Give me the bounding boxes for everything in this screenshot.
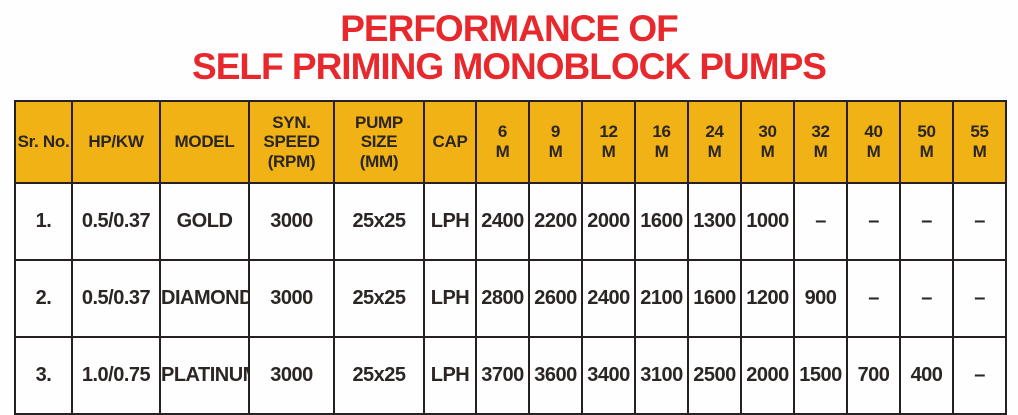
column-header: 24 M: [687, 100, 742, 184]
table-cell: 1500: [793, 336, 848, 415]
column-header: 30 M: [740, 100, 795, 184]
table-cell: 2.: [14, 259, 73, 338]
table-cell: –: [846, 259, 901, 338]
title-line-2: SELF PRIMING MONOBLOCK PUMPS: [192, 46, 827, 88]
table-cell: 3600: [528, 336, 583, 415]
table-cell: 25x25: [333, 259, 425, 338]
table-row: 1. 0.5/0.37 GOLD 3000 25x25 LPH 2400 2200 2000 16…: [14, 182, 1007, 261]
table-cell: 3400: [581, 336, 636, 415]
column-header: 12 M: [581, 100, 636, 184]
column-header: HP/KW: [71, 100, 161, 184]
table-cell: 25x25: [333, 182, 425, 261]
table-cell: 1000: [740, 182, 795, 261]
page-title: PERFORMANCE OF SELF PRIMING MONOBLOCK PU…: [0, 8, 1018, 88]
table-cell: 2200: [528, 182, 583, 261]
table-cell: 2800: [475, 259, 530, 338]
table-cell: –: [952, 259, 1007, 338]
table-cell: 2500: [687, 336, 742, 415]
table-cell: 25x25: [333, 336, 425, 415]
table-cell: LPH: [423, 259, 477, 338]
table-cell: LPH: [423, 182, 477, 261]
table-cell: 0.5/0.37: [71, 259, 161, 338]
table-header: Sr. No. HP/KW MODEL SYN. SPEED (RPM) PUMP SIZE(…: [14, 100, 1007, 184]
table-cell: 700: [846, 336, 901, 415]
table-cell: 1600: [634, 182, 689, 261]
table-cell: 2000: [740, 336, 795, 415]
table-cell: –: [952, 182, 1007, 261]
column-header: 55 M: [952, 100, 1007, 184]
table-cell: 3000: [248, 182, 335, 261]
table-row: 3.1.0/0.75PLATINUM300025x25LPH3700360034…: [14, 336, 1007, 415]
table-cell: 0.5/0.37: [71, 182, 161, 261]
table-cell: 2100: [634, 259, 689, 338]
table-cell: 900: [793, 259, 848, 338]
table-cell: 3000: [248, 336, 335, 415]
performance-table: Sr. No. HP/KW MODEL SYN. SPEED (RPM) PUMP SIZE(…: [14, 100, 1007, 415]
table-cell: 3000: [248, 259, 335, 338]
table-cell: –: [793, 182, 848, 261]
table-cell: –: [899, 182, 954, 261]
table-cell: 2400: [475, 182, 530, 261]
column-header: 16 M: [634, 100, 689, 184]
table-cell: 1.: [14, 182, 73, 261]
title-line-1: PERFORMANCE OF: [340, 8, 679, 49]
column-header: 50 M: [899, 100, 954, 184]
table-cell: 400: [899, 336, 954, 415]
column-header: SYN. SPEED (RPM): [248, 100, 335, 184]
table-cell: 2400: [581, 259, 636, 338]
table-cell: –: [899, 259, 954, 338]
table-cell: 2000: [581, 182, 636, 261]
header-row: Sr. No. HP/KW MODEL SYN. SPEED (RPM) PUMP SIZE(…: [14, 100, 1007, 184]
column-header: PUMP SIZE (MM): [333, 100, 425, 184]
table-cell: LPH: [423, 336, 477, 415]
table-cell: –: [952, 336, 1007, 415]
table-cell: 1600: [687, 259, 742, 338]
table-cell: GOLD: [159, 182, 250, 261]
table-cell: 3700: [475, 336, 530, 415]
table-cell: –: [846, 182, 901, 261]
column-header: MODEL: [159, 100, 250, 184]
table-row: 2. 0.5/0.37 DIAMOND 3000 25x25 LPH 2800 2600 240…: [14, 259, 1007, 338]
column-header: 40 M: [846, 100, 901, 184]
table-cell: 1200: [740, 259, 795, 338]
table-cell: PLATINUM: [159, 336, 250, 415]
table-cell: 3.: [14, 336, 73, 415]
table-cell: 1300: [687, 182, 742, 261]
table-cell: DIAMOND: [159, 259, 250, 338]
table-cell: 2600: [528, 259, 583, 338]
table-cell: 1.0/0.75: [71, 336, 161, 415]
table-cell: 3100: [634, 336, 689, 415]
column-header: CAP: [423, 100, 477, 184]
table-body: 1. 0.5/0.37 GOLD 3000 25x25 LPH 2400 2200 2000 16…: [14, 182, 1007, 415]
column-header: 32 M: [793, 100, 848, 184]
column-header: Sr. No.: [14, 100, 73, 184]
